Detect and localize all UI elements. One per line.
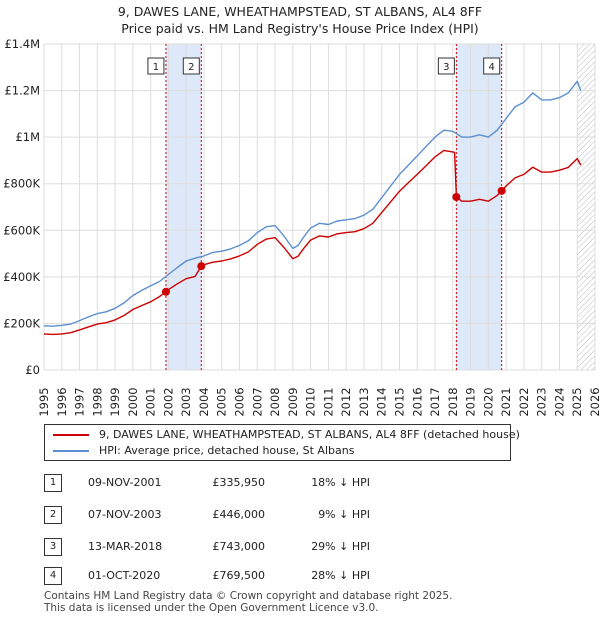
x-tick-label: 2016 [410, 387, 424, 416]
sale-number-box [437, 57, 455, 75]
x-tick-label: 2011 [321, 387, 335, 416]
transaction-price: £446,000 [212, 508, 266, 521]
x-tick-label: 2018 [446, 387, 460, 416]
transaction-hpi: 29% ↓ HPI [311, 540, 370, 553]
y-tick-label: £400K [3, 270, 40, 284]
x-tick-label: 2015 [392, 387, 406, 416]
x-tick-label: 2009 [286, 387, 300, 416]
transaction-price: £743,000 [212, 540, 266, 553]
x-tick-label: 2010 [304, 387, 318, 416]
x-tick-label: 2004 [197, 387, 211, 416]
x-tick-label: 2012 [339, 387, 353, 416]
x-tick-label: 2006 [233, 387, 247, 416]
chart-title-address: 9, DAWES LANE, WHEATHAMPSTEAD, ST ALBANS… [117, 4, 483, 19]
sale-point [497, 186, 506, 195]
hpi-series-line [43, 80, 582, 327]
legend-label-property: 9, DAWES LANE, WHEATHAMPSTEAD, ST ALBANS… [99, 428, 520, 441]
sale-number-label: 1 [153, 62, 159, 73]
y-tick-label: £800K [3, 177, 40, 191]
transaction-number: 3 [44, 538, 62, 556]
future-hatch [577, 44, 595, 370]
transaction-number: 4 [44, 567, 62, 585]
x-tick-label: 1998 [90, 387, 104, 416]
x-tick-label: 2001 [144, 387, 158, 416]
transaction-date: 09-NOV-2001 [88, 476, 162, 489]
transaction-hpi: 9% ↓ HPI [318, 508, 370, 521]
transaction-row: 4 01-OCT-2020 £769,500 28% ↓ HPI [0, 567, 600, 585]
highlight-band [456, 44, 502, 370]
x-tick-label: 2026 [588, 387, 600, 416]
x-tick-label: 2005 [215, 387, 229, 416]
property-series-line [43, 149, 582, 336]
sale-number-label: 2 [188, 62, 194, 73]
sale-number-label: 4 [488, 62, 494, 73]
legend-label-hpi: HPI: Average price, detached house, St A… [99, 444, 355, 457]
price-chart: 1 2 3 4 £0 £200K £400K £600K £800K £1M £1.2M £1.4M… [3, 37, 600, 417]
x-tick-label: 1999 [108, 387, 122, 416]
y-tick-label: £1.2M [4, 84, 40, 98]
transaction-date: 07-NOV-2003 [88, 508, 162, 521]
chart-legend: 9, DAWES LANE, WHEATHAMPSTEAD, ST ALBANS… [44, 424, 520, 461]
x-tick-label: 2022 [517, 387, 531, 416]
y-tick-label: £0 [25, 363, 40, 377]
x-tick-label: 2014 [375, 387, 389, 416]
sale-point [452, 192, 461, 201]
y-tick-label: £1M [15, 130, 40, 144]
transaction-row: 1 09-NOV-2001 £335,950 18% ↓ HPI [0, 474, 600, 492]
x-tick-label: 2020 [481, 387, 495, 416]
y-tick-label: £200K [3, 316, 40, 330]
x-tick-label: 2000 [126, 387, 140, 416]
transaction-row: 3 13-MAR-2018 £743,000 29% ↓ HPI [0, 538, 600, 556]
chart-subtitle: Price paid vs. HM Land Registry's House … [121, 21, 479, 36]
sale-number-box [147, 57, 165, 75]
x-tick-label: 1997 [73, 387, 87, 416]
transaction-hpi: 18% ↓ HPI [311, 476, 370, 489]
legend-swatch-hpi [53, 450, 89, 452]
footer-licence: This data is licensed under the Open Gov… [44, 602, 379, 614]
x-tick-label: 2017 [428, 387, 442, 416]
transaction-hpi: 28% ↓ HPI [311, 569, 370, 582]
x-tick-label: 2007 [250, 387, 264, 416]
transaction-number: 1 [44, 474, 62, 492]
x-tick-label: 2025 [570, 387, 584, 416]
transaction-row: 2 07-NOV-2003 £446,000 9% ↓ HPI [0, 506, 600, 524]
sale-point [161, 287, 170, 296]
x-tick-label: 2002 [161, 387, 175, 416]
x-tick-label: 2013 [357, 387, 371, 416]
x-tick-label: 1995 [37, 387, 51, 416]
legend-swatch-property [53, 434, 89, 436]
y-tick-label: £1.4M [4, 37, 40, 51]
x-tick-label: 2024 [552, 387, 566, 416]
footer-copyright: Contains HM Land Registry data © Crown c… [44, 590, 453, 602]
x-tick-label: 1996 [55, 387, 69, 416]
transaction-price: £335,950 [212, 476, 266, 489]
transaction-price: £769,500 [212, 569, 266, 582]
sale-number-box [483, 57, 501, 75]
x-tick-label: 2008 [268, 387, 282, 416]
transaction-date: 13-MAR-2018 [88, 540, 163, 553]
y-tick-label: £600K [3, 223, 40, 237]
sale-point [197, 262, 206, 271]
x-tick-label: 2003 [179, 387, 193, 416]
transaction-number: 2 [44, 506, 62, 524]
transaction-date: 01-OCT-2020 [88, 569, 161, 582]
sale-number-label: 3 [443, 62, 449, 73]
highlight-band [165, 44, 202, 370]
x-tick-label: 2021 [499, 387, 513, 416]
x-tick-label: 2019 [464, 387, 478, 416]
x-tick-label: 2023 [535, 387, 549, 416]
sale-number-box [182, 57, 200, 75]
